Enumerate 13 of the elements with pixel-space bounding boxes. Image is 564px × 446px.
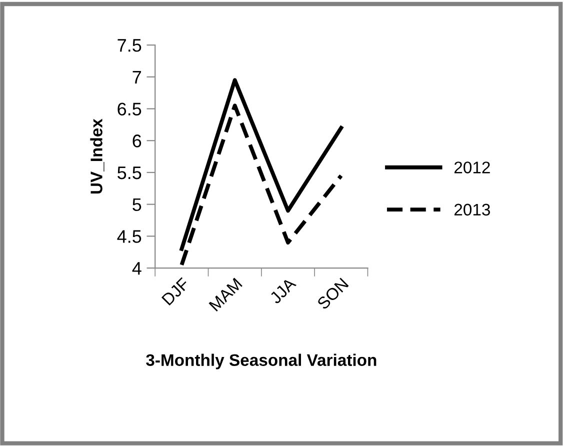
y-tick-label: 5.5 [118, 166, 142, 180]
y-tick-label: 6 [132, 134, 142, 148]
y-tick-label: 5 [132, 198, 142, 212]
y-tick-label: 4 [132, 262, 142, 275]
x-axis-title: 3-Monthly Seasonal Variation [146, 354, 376, 370]
y-tick-label: 7 [132, 71, 141, 84]
x-tick-label: JJA [268, 276, 297, 304]
legend-label: 2012 [454, 162, 490, 174]
y-tick-label: 4.5 [117, 230, 142, 243]
y-tick-label: 7.5 [118, 39, 142, 52]
y-tick-label: 6.5 [118, 102, 142, 116]
legend-label: 2013 [454, 204, 490, 216]
y-axis-title: UV_Index [90, 118, 104, 194]
